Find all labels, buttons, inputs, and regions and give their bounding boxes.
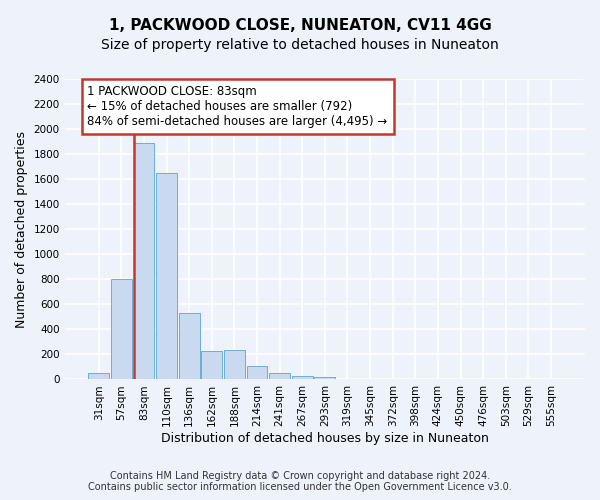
Bar — [156, 173, 177, 380]
Bar — [292, 376, 313, 380]
Text: Size of property relative to detached houses in Nuneaton: Size of property relative to detached ho… — [101, 38, 499, 52]
X-axis label: Distribution of detached houses by size in Nuneaton: Distribution of detached houses by size … — [161, 432, 489, 445]
Bar — [202, 350, 222, 380]
Bar — [111, 280, 132, 380]
Bar — [269, 373, 290, 380]
Text: Contains HM Land Registry data © Crown copyright and database right 2024.
Contai: Contains HM Land Registry data © Crown c… — [88, 471, 512, 492]
Bar — [179, 313, 200, 380]
Y-axis label: Number of detached properties: Number of detached properties — [15, 130, 28, 328]
Bar — [314, 377, 335, 380]
Bar — [134, 143, 154, 380]
Bar — [247, 366, 268, 380]
Text: 1 PACKWOOD CLOSE: 83sqm
← 15% of detached houses are smaller (792)
84% of semi-d: 1 PACKWOOD CLOSE: 83sqm ← 15% of detache… — [88, 86, 388, 128]
Bar — [224, 350, 245, 380]
Bar — [88, 373, 109, 380]
Text: 1, PACKWOOD CLOSE, NUNEATON, CV11 4GG: 1, PACKWOOD CLOSE, NUNEATON, CV11 4GG — [109, 18, 491, 32]
